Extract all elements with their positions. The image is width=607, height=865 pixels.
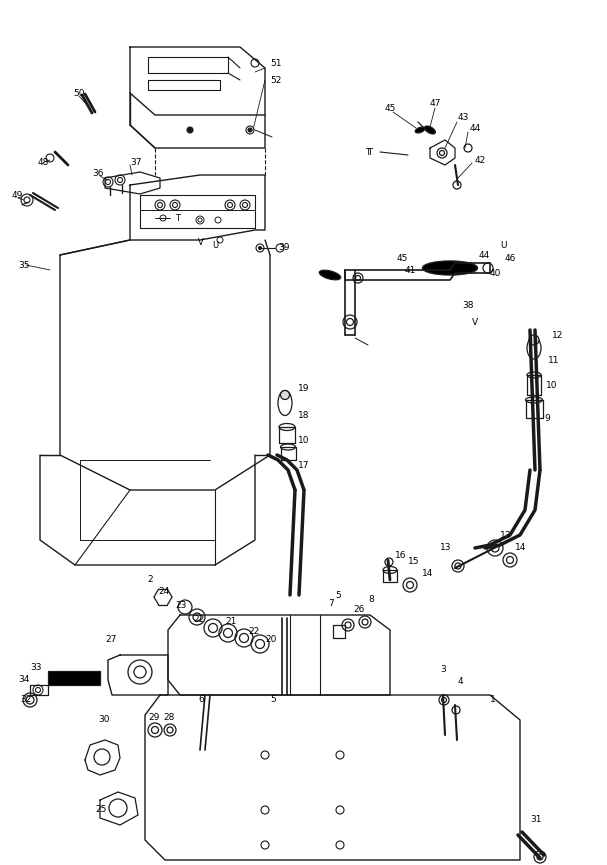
Text: 38: 38 — [462, 300, 473, 310]
Text: 16: 16 — [395, 550, 407, 560]
Ellipse shape — [424, 126, 435, 134]
Text: V: V — [472, 317, 478, 326]
Text: T: T — [365, 148, 370, 157]
Text: 52: 52 — [270, 75, 282, 85]
Text: 19: 19 — [298, 383, 310, 393]
Text: 34: 34 — [18, 676, 29, 684]
Text: 18: 18 — [298, 411, 310, 420]
Text: 14: 14 — [515, 543, 526, 553]
Text: 22: 22 — [193, 616, 204, 625]
Text: 8: 8 — [368, 595, 374, 605]
Text: U: U — [500, 240, 506, 249]
Text: 5: 5 — [270, 695, 276, 704]
Text: 26: 26 — [353, 606, 364, 614]
Ellipse shape — [319, 270, 341, 279]
Text: 31: 31 — [530, 816, 541, 824]
Text: 47: 47 — [430, 99, 441, 107]
Text: 32: 32 — [20, 695, 32, 704]
Text: 51: 51 — [270, 59, 282, 67]
Text: 6: 6 — [198, 695, 204, 704]
Text: 15: 15 — [408, 558, 419, 567]
Circle shape — [259, 247, 262, 249]
Text: 12: 12 — [552, 330, 563, 339]
Text: 29: 29 — [148, 714, 160, 722]
Text: V: V — [198, 238, 204, 247]
Text: 45: 45 — [385, 104, 396, 112]
Text: 22: 22 — [248, 627, 259, 637]
Text: 3: 3 — [440, 665, 446, 675]
Text: 41: 41 — [405, 266, 416, 274]
Text: U: U — [212, 240, 218, 249]
Text: 27: 27 — [105, 636, 117, 644]
Text: 45: 45 — [396, 253, 408, 262]
Text: 28: 28 — [163, 714, 174, 722]
Circle shape — [248, 128, 252, 132]
Text: 13: 13 — [440, 543, 452, 553]
Text: 21: 21 — [225, 618, 236, 626]
Text: 10: 10 — [298, 435, 310, 445]
Text: 44: 44 — [470, 124, 481, 132]
Text: 39: 39 — [278, 242, 290, 252]
Text: 49: 49 — [12, 190, 24, 200]
Ellipse shape — [280, 390, 290, 400]
Text: T: T — [367, 148, 372, 157]
Text: 46: 46 — [505, 253, 517, 262]
Text: 11: 11 — [548, 356, 560, 364]
Text: 50: 50 — [73, 88, 84, 98]
Text: 20: 20 — [265, 636, 276, 644]
Text: 7: 7 — [328, 599, 334, 607]
Text: 48: 48 — [38, 157, 49, 166]
Text: 25: 25 — [95, 805, 106, 815]
Text: 40: 40 — [490, 268, 501, 278]
Ellipse shape — [415, 127, 425, 133]
Text: 23: 23 — [175, 600, 186, 610]
Text: 43: 43 — [458, 112, 469, 121]
Text: 10: 10 — [546, 381, 557, 389]
Text: 5: 5 — [335, 591, 341, 599]
Text: 30: 30 — [98, 715, 109, 725]
Text: 4: 4 — [458, 677, 464, 687]
Text: 14: 14 — [422, 568, 433, 578]
Circle shape — [187, 127, 193, 133]
Text: 2: 2 — [147, 575, 152, 585]
Text: 24: 24 — [158, 587, 169, 597]
Text: 33: 33 — [30, 663, 41, 672]
Text: 1: 1 — [490, 695, 496, 704]
Text: 44: 44 — [479, 251, 490, 260]
Text: 35: 35 — [18, 260, 30, 270]
Text: 37: 37 — [130, 157, 141, 166]
Text: T: T — [175, 214, 180, 222]
Text: 9: 9 — [544, 413, 550, 422]
Ellipse shape — [529, 335, 539, 345]
Bar — [48, 671, 100, 685]
Text: 13: 13 — [500, 530, 512, 540]
Text: 36: 36 — [92, 169, 104, 177]
Ellipse shape — [422, 261, 478, 275]
Text: 17: 17 — [298, 460, 310, 470]
Text: 42: 42 — [475, 156, 486, 164]
